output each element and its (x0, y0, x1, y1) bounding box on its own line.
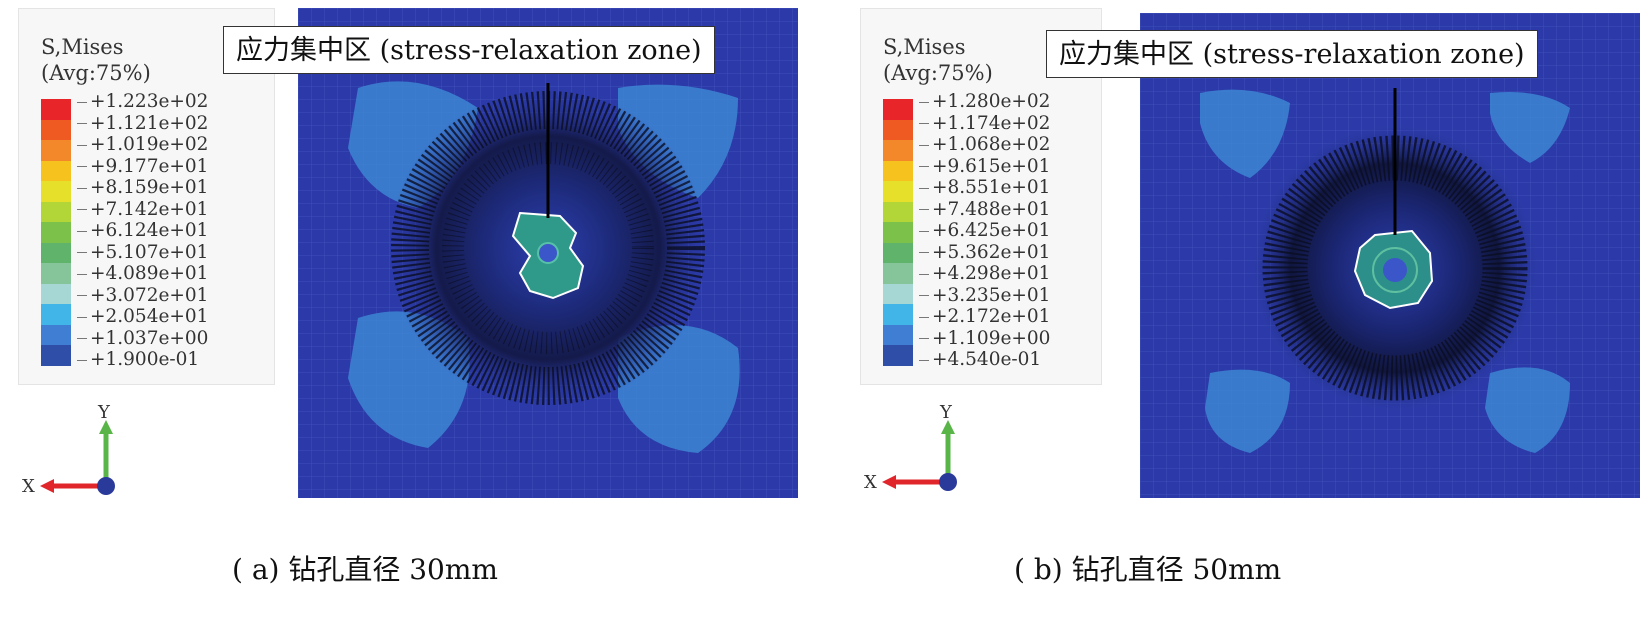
legend-value: +1.121e+02 (77, 113, 208, 135)
axis-y-label: Y (939, 402, 953, 423)
legend-swatch (883, 160, 913, 181)
axis-triad-icon: Y X (22, 402, 115, 497)
stress-contour-mesh-a (298, 8, 798, 498)
legend-value: +7.488e+01 (919, 199, 1050, 221)
legend-subtitle: (Avg:75%) (883, 61, 993, 85)
legend-swatch (41, 242, 71, 263)
figure-panel-a: S,Mises (Avg:75%) +1.223e+02 +1.121e+02 +1… (0, 0, 800, 629)
legend-value: +4.089e+01 (77, 263, 208, 285)
legend-value: +7.142e+01 (77, 199, 208, 221)
legend-swatch (41, 283, 71, 304)
legend-swatch (41, 324, 71, 345)
legend-value: +9.177e+01 (77, 156, 208, 178)
figure-panel-b: S,Mises (Avg:75%) +1.280e+02 +1.174e+02 +1… (842, 0, 1642, 629)
legend-title: S,Mises (883, 35, 966, 59)
stress-contour-mesh-b (1140, 13, 1640, 498)
callout-label: 应力集中区 (stress-relaxation zone) (1046, 30, 1538, 78)
legend-value: +2.054e+01 (77, 306, 208, 328)
legend-value: +9.615e+01 (919, 156, 1050, 178)
legend-value: +5.362e+01 (919, 242, 1050, 264)
legend-swatch (883, 242, 913, 263)
legend-swatch (883, 283, 913, 304)
legend-swatch (883, 99, 913, 120)
legend-value: +4.540e-01 (919, 349, 1050, 371)
legend-value: +4.298e+01 (919, 263, 1050, 285)
axis-y-label: Y (97, 402, 111, 423)
color-scale-b (883, 99, 913, 366)
legend-value: +8.551e+01 (919, 177, 1050, 199)
caption-b: ( b) 钻孔直径 50mm (1014, 553, 1282, 586)
legend-value: +1.223e+02 (77, 91, 208, 113)
legend-swatch (41, 201, 71, 222)
legend-value: +3.235e+01 (919, 285, 1050, 307)
legend-swatch (41, 140, 71, 161)
legend-subtitle: (Avg:75%) (41, 61, 151, 85)
legend-value: +1.068e+02 (919, 134, 1050, 156)
legend-value: +1.280e+02 (919, 91, 1050, 113)
legend-swatch (883, 140, 913, 161)
legend-values-b: +1.280e+02 +1.174e+02 +1.068e+02 +9.615e+01… (919, 91, 1050, 371)
legend-swatch (41, 119, 71, 140)
axis-triad-icon: Y X (864, 402, 957, 493)
legend-swatch (41, 181, 71, 202)
legend-value: +1.109e+00 (919, 328, 1050, 350)
legend-swatch (883, 345, 913, 366)
legend-swatch (41, 304, 71, 325)
legend-value: +6.124e+01 (77, 220, 208, 242)
legend-swatch (41, 222, 71, 243)
legend-swatch (41, 160, 71, 181)
legend-value: +8.159e+01 (77, 177, 208, 199)
caption-a: ( a) 钻孔直径 30mm (232, 553, 498, 586)
legend-value: +1.174e+02 (919, 113, 1050, 135)
color-scale-a (41, 99, 71, 366)
callout-label: 应力集中区 (stress-relaxation zone) (223, 26, 715, 74)
legend-value: +5.107e+01 (77, 242, 208, 264)
legend-swatch (883, 181, 913, 202)
legend-swatch (883, 263, 913, 284)
legend-swatch (41, 345, 71, 366)
legend-swatch (41, 263, 71, 284)
legend-swatch (883, 222, 913, 243)
legend-value: +1.037e+00 (77, 328, 208, 350)
legend-title: S,Mises (41, 35, 124, 59)
legend-value: +6.425e+01 (919, 220, 1050, 242)
fem-contour-plot-a: S,Mises (Avg:75%) +1.223e+02 +1.121e+02 +1… (18, 8, 798, 523)
axis-x-label: X (22, 476, 35, 497)
legend-value: +2.172e+01 (919, 306, 1050, 328)
legend-value: +1.900e-01 (77, 349, 208, 371)
legend-value: +3.072e+01 (77, 285, 208, 307)
legend-swatch (883, 324, 913, 345)
legend-swatch (883, 304, 913, 325)
fem-contour-plot-b: S,Mises (Avg:75%) +1.280e+02 +1.174e+02 +1… (860, 8, 1640, 523)
legend-swatch (883, 201, 913, 222)
legend-swatch (41, 99, 71, 120)
legend-value: +1.019e+02 (77, 134, 208, 156)
legend-swatch (883, 119, 913, 140)
axis-x-label: X (864, 472, 877, 493)
legend-values-a: +1.223e+02 +1.121e+02 +1.019e+02 +9.177e+01… (77, 91, 208, 371)
